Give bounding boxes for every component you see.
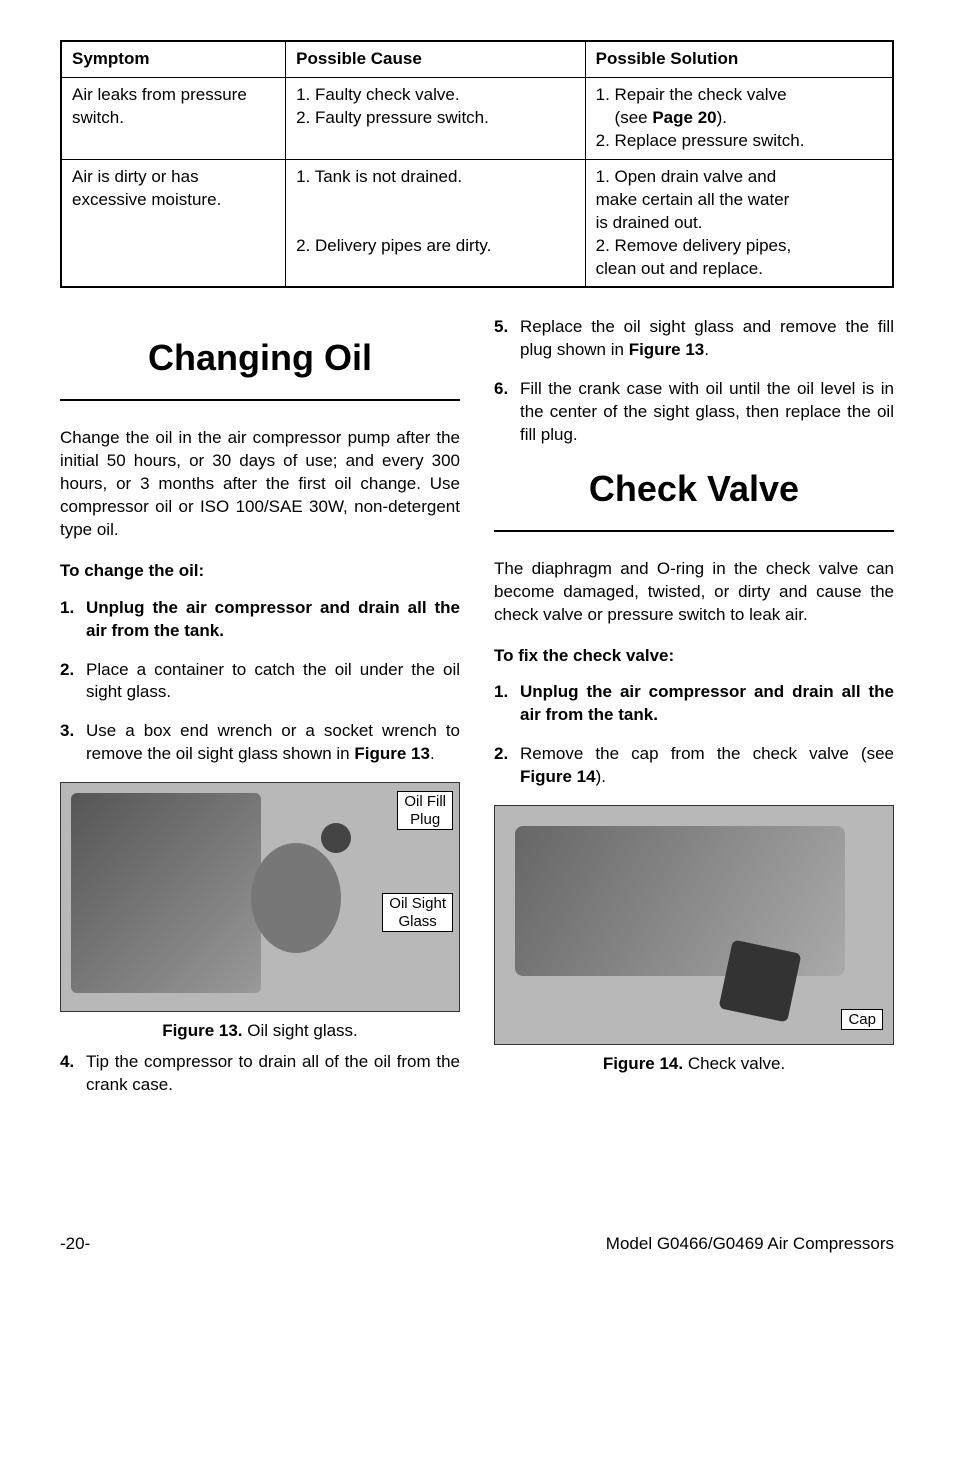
cell-solution: 1. Open drain valve and make certain all… — [585, 159, 893, 287]
step-item: 2. Place a container to catch the oil un… — [60, 659, 460, 705]
callout-oil-sight-glass: Oil Sight Glass — [382, 893, 453, 932]
step-number: 1. — [494, 681, 520, 727]
cell-cause: 1. Tank is not drained. 2. Delivery pipe… — [286, 159, 586, 287]
lead-paragraph: To fix the check valve: — [494, 645, 894, 668]
step-text: . — [704, 340, 709, 359]
cell-symptom: Air leaks from pressure switch. — [61, 77, 286, 159]
figure-label: Figure 13. — [162, 1021, 242, 1040]
page-footer: -20- Model G0466/G0469 Air Compressors — [60, 1233, 894, 1256]
header-solution: Possible Solution — [585, 41, 893, 77]
figure-caption: Figure 13. Oil sight glass. — [60, 1020, 460, 1043]
step-item: 6. Fill the crank case with oil until th… — [494, 378, 894, 447]
figure-ref: Figure 13 — [629, 340, 705, 359]
solution-text: ). — [717, 108, 727, 127]
step-number: 4. — [60, 1051, 86, 1097]
model-label: Model G0466/G0469 Air Compressors — [606, 1233, 894, 1256]
cell-symptom: Air is dirty or has excessive moisture. — [61, 159, 286, 287]
header-cause: Possible Cause — [286, 41, 586, 77]
step-number: 6. — [494, 378, 520, 447]
step-text: Tip the compressor to drain all of the o… — [86, 1051, 460, 1097]
step-item: 4. Tip the compressor to drain all of th… — [60, 1051, 460, 1097]
figure-ref: Figure 14 — [520, 767, 596, 786]
figure-ref: Figure 13 — [354, 744, 430, 763]
section-rule — [60, 399, 460, 401]
callout-cap: Cap — [841, 1009, 883, 1030]
step-number: 2. — [494, 743, 520, 789]
cell-solution: 1. Repair the check valve (see Page 20).… — [585, 77, 893, 159]
step-text: . — [430, 744, 435, 763]
figure-caption: Figure 14. Check valve. — [494, 1053, 894, 1076]
step-item: 1. Unplug the air compressor and drain a… — [60, 597, 460, 643]
step-text: Unplug the air compressor and drain all … — [520, 682, 894, 724]
table-row: Air leaks from pressure switch. 1. Fault… — [61, 77, 893, 159]
section-rule — [494, 530, 894, 532]
section-title-changing-oil: Changing Oil — [60, 334, 460, 383]
step-item: 5. Replace the oil sight glass and remov… — [494, 316, 894, 362]
step-number: 3. — [60, 720, 86, 766]
page-ref: Page 20 — [652, 108, 716, 127]
figure-desc: Oil sight glass. — [243, 1021, 358, 1040]
figure-14: Cap Figure 14. Check valve. — [494, 805, 894, 1076]
figure-label: Figure 14. — [603, 1054, 683, 1073]
step-text: Remove the cap from the check valve (see — [520, 744, 894, 763]
sight-glass-shape — [251, 843, 341, 953]
step-item: 2. Remove the cap from the check valve (… — [494, 743, 894, 789]
step-number: 2. — [60, 659, 86, 705]
solution-text: 1. Repair the check valve — [596, 85, 787, 104]
step-number: 5. — [494, 316, 520, 362]
fill-plug-shape — [321, 823, 351, 853]
step-text: Unplug the air compressor and drain all … — [86, 598, 460, 640]
callout-oil-fill-plug: Oil Fill Plug — [397, 791, 453, 830]
solution-text: 2. Replace pressure switch. — [596, 131, 805, 150]
compressor-body-shape — [71, 793, 261, 993]
intro-paragraph: Change the oil in the air compressor pum… — [60, 427, 460, 542]
cap-shape — [718, 940, 801, 1023]
step-text: ). — [596, 767, 606, 786]
troubleshooting-table: Symptom Possible Cause Possible Solution… — [60, 40, 894, 288]
cell-cause: 1. Faulty check valve. 2. Faulty pressur… — [286, 77, 586, 159]
step-item: 1. Unplug the air compressor and drain a… — [494, 681, 894, 727]
intro-paragraph: The diaphragm and O-ring in the check va… — [494, 558, 894, 627]
figure-13: Oil Fill Plug Oil Sight Glass Figure 13.… — [60, 782, 460, 1043]
section-title-check-valve: Check Valve — [494, 465, 894, 514]
page-number: -20- — [60, 1233, 90, 1256]
solution-text: (see — [615, 108, 653, 127]
lead-paragraph: To change the oil: — [60, 560, 460, 583]
step-item: 3. Use a box end wrench or a socket wren… — [60, 720, 460, 766]
step-text: Place a container to catch the oil under… — [86, 659, 460, 705]
header-symptom: Symptom — [61, 41, 286, 77]
table-row: Air is dirty or has excessive moisture. … — [61, 159, 893, 287]
step-number: 1. — [60, 597, 86, 643]
table-header-row: Symptom Possible Cause Possible Solution — [61, 41, 893, 77]
step-text: Fill the crank case with oil until the o… — [520, 378, 894, 447]
figure-desc: Check valve. — [683, 1054, 785, 1073]
